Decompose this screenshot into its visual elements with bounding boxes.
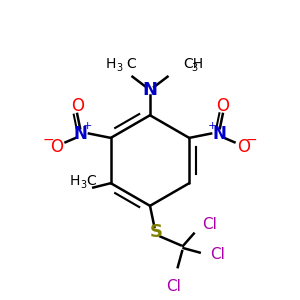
Text: S: S <box>149 223 162 241</box>
Text: +: + <box>208 121 217 131</box>
Text: Cl: Cl <box>166 279 181 294</box>
Text: C: C <box>86 174 96 188</box>
Text: C: C <box>126 57 136 71</box>
Text: N: N <box>142 81 158 99</box>
Text: Cl: Cl <box>202 217 217 232</box>
Text: +: + <box>83 121 92 131</box>
Text: N: N <box>213 124 227 142</box>
Text: −: − <box>246 132 257 146</box>
Text: O: O <box>71 97 84 115</box>
Text: O: O <box>237 138 250 156</box>
Text: −: − <box>43 132 54 146</box>
Text: 3: 3 <box>191 64 197 74</box>
Text: O: O <box>216 97 229 115</box>
Text: 3: 3 <box>117 64 123 74</box>
Text: N: N <box>73 124 87 142</box>
Text: O: O <box>50 138 63 156</box>
Text: CH: CH <box>184 57 204 71</box>
Text: 3: 3 <box>80 180 86 190</box>
Text: Cl: Cl <box>210 247 225 262</box>
Text: H: H <box>70 174 80 188</box>
Text: H: H <box>106 57 116 71</box>
